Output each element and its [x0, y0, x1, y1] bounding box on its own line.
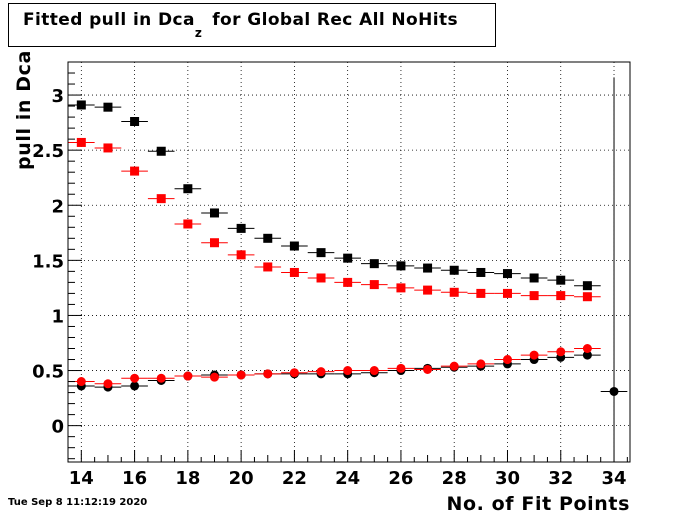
data-point-circle: [289, 368, 299, 378]
data-point-square: [316, 273, 326, 283]
x-tick-label: 18: [175, 468, 200, 489]
data-point-circle: [502, 355, 512, 365]
data-point-circle: [396, 363, 406, 373]
data-point-square: [183, 219, 193, 229]
y-tick-label: 1.5: [32, 251, 64, 272]
data-point-square: [449, 287, 459, 297]
data-point-circle: [423, 364, 433, 374]
data-point-square: [263, 233, 273, 243]
x-tick-label: 20: [229, 468, 254, 489]
data-point-square: [130, 166, 140, 176]
data-point-square: [502, 269, 512, 279]
data-point-square: [183, 184, 193, 194]
x-tick-label: 22: [282, 468, 307, 489]
x-tick-label: 24: [335, 468, 360, 489]
y-tick-label: 2.5: [32, 141, 64, 162]
data-point-square: [103, 102, 113, 112]
data-point-square: [236, 250, 246, 260]
data-point-square: [556, 291, 566, 301]
data-point-square: [343, 253, 353, 263]
data-point-square: [502, 288, 512, 298]
data-point-square: [130, 117, 140, 127]
data-point-circle: [316, 367, 326, 377]
data-point-square: [423, 285, 433, 295]
data-point-circle: [449, 361, 459, 371]
data-point-circle: [343, 366, 353, 376]
data-point-circle: [130, 381, 140, 391]
data-point-circle: [76, 377, 86, 387]
chart-title: Fitted pull in Dcazfor Global Rec All No…: [23, 10, 459, 40]
data-point-circle: [263, 369, 273, 379]
x-tick-label: 26: [388, 468, 413, 489]
data-point-square: [449, 265, 459, 275]
data-point-square: [423, 263, 433, 273]
data-point-square: [343, 277, 353, 287]
data-point-square: [369, 280, 379, 290]
plot-frame: [67, 61, 631, 463]
data-point-square: [582, 281, 592, 291]
y-axis-label: pull in Dcaz: [10, 39, 35, 170]
data-point-circle: [130, 373, 140, 383]
data-point-circle: [609, 386, 619, 396]
data-point-circle: [103, 379, 113, 389]
x-tick-label: 16: [122, 468, 147, 489]
title-box: Fitted pull in Dcazfor Global Rec All No…: [8, 3, 496, 47]
data-point-square: [396, 283, 406, 293]
data-point-circle: [476, 359, 486, 369]
data-point-circle: [582, 344, 592, 354]
data-point-square: [209, 208, 219, 218]
x-axis-label: No. of Fit Points: [446, 493, 630, 514]
data-point-square: [529, 273, 539, 283]
data-point-square: [476, 288, 486, 298]
data-point-circle: [556, 347, 566, 357]
x-tick-label: 28: [442, 468, 467, 489]
data-point-square: [76, 100, 86, 110]
y-tick-label: 0: [51, 417, 64, 438]
y-tick-label: 2: [51, 196, 64, 217]
data-point-square: [209, 238, 219, 248]
x-tick-label: 14: [69, 468, 94, 489]
data-point-circle: [582, 350, 592, 360]
x-tick-label: 32: [548, 468, 573, 489]
timestamp: Tue Sep 8 11:12:19 2020: [8, 497, 148, 508]
data-point-square: [289, 267, 299, 277]
y-tick-label: 3: [51, 86, 64, 107]
data-point-square: [369, 259, 379, 269]
data-point-circle: [156, 373, 166, 383]
data-point-square: [556, 275, 566, 285]
data-point-square: [156, 194, 166, 204]
data-point-circle: [529, 350, 539, 360]
data-point-square: [476, 267, 486, 277]
data-point-square: [582, 292, 592, 302]
data-point-square: [316, 248, 326, 258]
x-tick-label: 34: [601, 468, 626, 489]
axes: 14 16 18 20 22 24 26 28 30 32 34 0 0.5 1 1.5 2 2.5 3: [32, 72, 628, 489]
data-point-circle: [236, 370, 246, 380]
data-markers: [68, 77, 628, 462]
x-tick-label: 30: [495, 468, 520, 489]
data-point-circle: [183, 371, 193, 381]
data-point-square: [289, 241, 299, 251]
data-point-square: [236, 223, 246, 233]
data-point-circle: [209, 372, 219, 382]
data-point-square: [103, 143, 113, 153]
data-point-square: [263, 262, 273, 272]
y-tick-label: 1: [51, 306, 64, 327]
data-point-square: [156, 146, 166, 156]
data-point-square: [529, 291, 539, 301]
data-point-square: [76, 137, 86, 147]
data-point-square: [396, 261, 406, 271]
data-point-circle: [369, 366, 379, 376]
y-tick-label: 0.5: [32, 362, 64, 383]
